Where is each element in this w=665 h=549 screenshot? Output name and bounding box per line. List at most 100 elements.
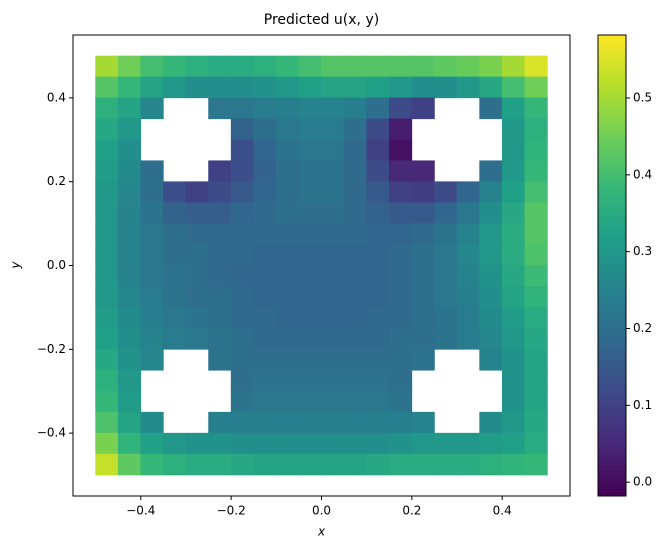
cell	[95, 202, 119, 224]
cell	[321, 328, 345, 350]
cell	[501, 328, 526, 350]
cell	[321, 97, 345, 120]
cell	[501, 139, 526, 162]
cell	[321, 265, 345, 287]
cell	[253, 328, 277, 350]
cell	[343, 390, 367, 413]
cell	[411, 160, 435, 182]
cell	[117, 202, 142, 224]
cell	[230, 265, 255, 287]
cell	[253, 369, 277, 392]
cell	[388, 118, 413, 141]
cell	[117, 390, 142, 413]
cell	[253, 181, 277, 203]
cell	[321, 390, 345, 413]
cell	[321, 349, 345, 371]
cell	[117, 453, 142, 476]
cell	[163, 223, 187, 245]
cell	[456, 265, 480, 287]
cell	[411, 223, 435, 245]
cell	[208, 202, 232, 224]
cell	[298, 369, 322, 392]
cell	[276, 97, 300, 120]
field	[95, 55, 548, 476]
cell	[524, 118, 548, 141]
cell	[524, 307, 548, 329]
cell	[117, 223, 142, 245]
cell	[343, 244, 367, 266]
cell	[388, 286, 413, 308]
cell	[140, 265, 164, 287]
cell	[411, 328, 435, 350]
cell	[95, 97, 119, 120]
y-tick-label: 0.2	[47, 174, 66, 188]
cell	[253, 202, 277, 224]
cell	[343, 118, 367, 141]
cell	[479, 97, 503, 120]
cell	[253, 55, 277, 78]
cell	[501, 390, 526, 413]
cell	[95, 76, 119, 99]
cell	[388, 453, 413, 476]
cell	[185, 202, 209, 224]
cell	[388, 307, 413, 329]
cell	[524, 160, 548, 182]
cell	[208, 223, 232, 245]
cell	[411, 76, 435, 99]
cell	[366, 432, 390, 455]
cell	[117, 244, 142, 266]
cell	[117, 411, 142, 434]
cell	[163, 307, 187, 329]
cell	[321, 202, 345, 224]
cell	[230, 328, 255, 350]
cell	[434, 432, 458, 455]
cell	[163, 328, 187, 350]
cell	[479, 76, 503, 99]
cell	[253, 244, 277, 266]
cell	[343, 328, 367, 350]
cell	[117, 97, 142, 120]
cell	[524, 286, 548, 308]
cell	[298, 244, 322, 266]
cell	[163, 244, 187, 266]
cell	[230, 55, 255, 78]
cell	[479, 55, 503, 78]
cell	[140, 432, 164, 455]
cell	[95, 118, 119, 141]
cell	[388, 265, 413, 287]
cell	[456, 76, 480, 99]
cell	[276, 369, 300, 392]
cell	[95, 286, 119, 308]
cell	[140, 55, 164, 78]
cell	[117, 118, 142, 141]
cell	[479, 244, 503, 266]
cell	[321, 453, 345, 476]
cell	[208, 453, 232, 476]
cell	[140, 244, 164, 266]
cell	[185, 55, 209, 78]
cell	[524, 349, 548, 371]
y-tick-label: 0.0	[47, 258, 66, 272]
cell	[434, 307, 458, 329]
cell	[524, 223, 548, 245]
cell	[366, 349, 390, 371]
cell	[321, 55, 345, 78]
cell	[298, 118, 322, 141]
cell	[434, 202, 458, 224]
cell	[298, 97, 322, 120]
cell	[434, 181, 458, 203]
cell	[276, 390, 300, 413]
cell	[95, 390, 119, 413]
cell	[163, 453, 187, 476]
cell	[298, 328, 322, 350]
cell	[456, 202, 480, 224]
cell	[388, 223, 413, 245]
cell	[321, 244, 345, 266]
cell	[276, 181, 300, 203]
cell	[140, 411, 164, 434]
cell	[524, 328, 548, 350]
cell	[253, 118, 277, 141]
cell	[366, 244, 390, 266]
cell	[117, 76, 142, 99]
cell	[230, 139, 255, 162]
